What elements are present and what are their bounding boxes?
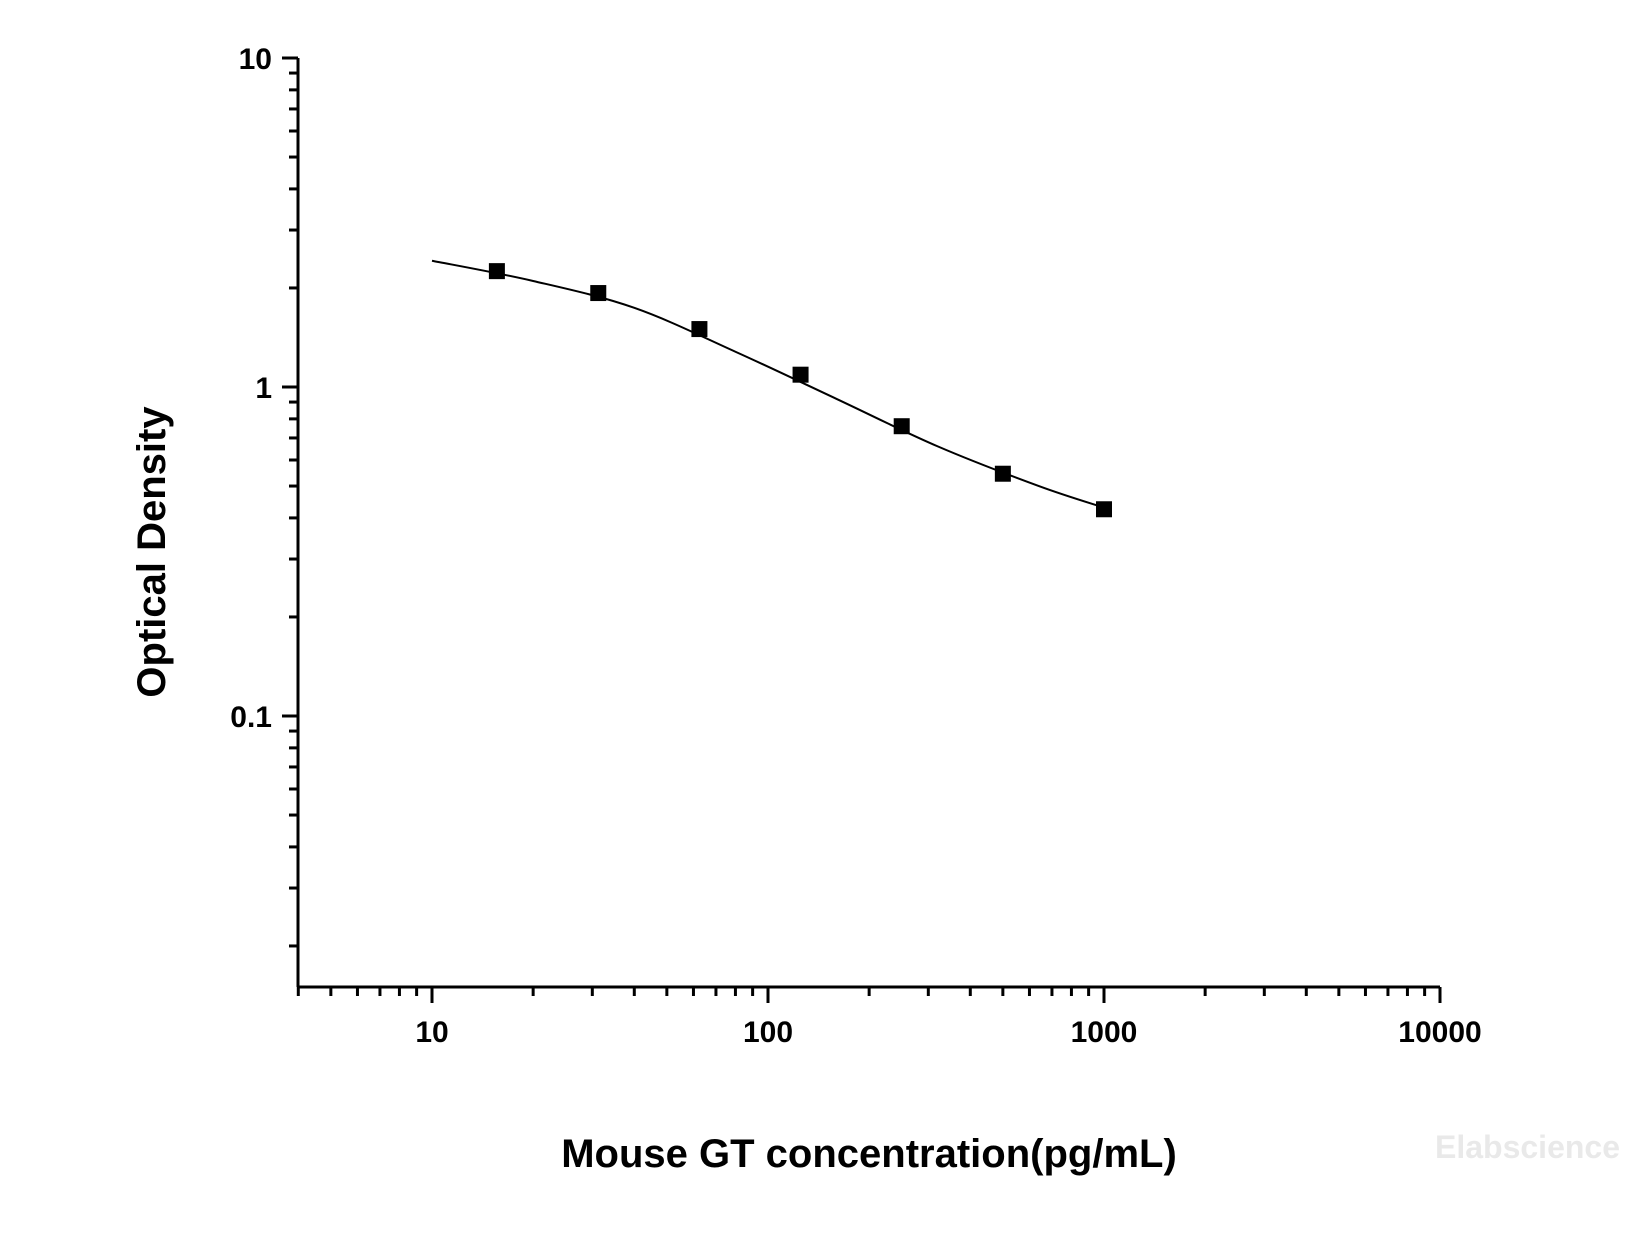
y-tick-labels: 10 1 0.1 xyxy=(230,43,272,734)
data-point xyxy=(994,465,1011,482)
x-tick-label: 10 xyxy=(415,1016,448,1049)
x-tick-label: 100 xyxy=(743,1016,793,1049)
fit-curve xyxy=(431,259,1105,509)
data-point xyxy=(488,263,505,280)
x-tick-label: 1000 xyxy=(1071,1016,1138,1049)
y-tick-label: 10 xyxy=(239,43,272,76)
data-points xyxy=(488,263,1112,518)
x-ticks xyxy=(296,987,1442,1003)
y-axis-title: Optical Density xyxy=(130,406,174,698)
y-ticks xyxy=(282,56,298,948)
x-axis-title: Mouse GT concentration(pg/mL) xyxy=(561,1132,1177,1176)
y-tick-label: 0.1 xyxy=(230,701,272,734)
data-point xyxy=(792,366,809,383)
watermark: Elabscience xyxy=(1435,1129,1620,1165)
x-tick-label: 10000 xyxy=(1398,1016,1481,1049)
data-point xyxy=(691,321,708,338)
data-point xyxy=(893,418,910,435)
data-point xyxy=(1096,501,1112,518)
data-point xyxy=(590,285,607,302)
x-tick-labels: 10 100 1000 10000 xyxy=(415,1016,1481,1049)
axes xyxy=(296,58,1440,989)
y-tick-label: 1 xyxy=(255,372,272,405)
